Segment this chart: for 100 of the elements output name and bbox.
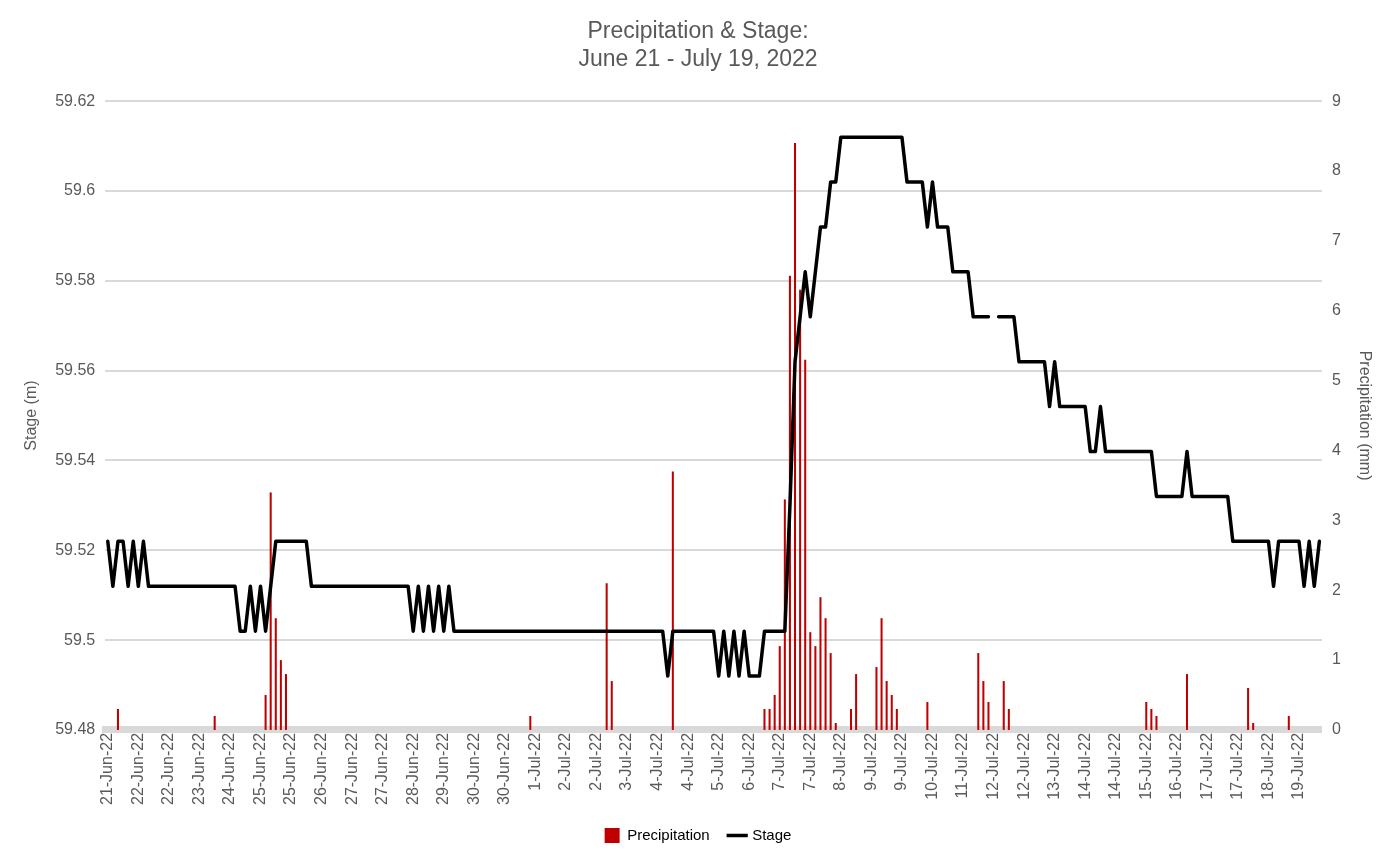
y-tick-label: 59.58 [55, 271, 96, 289]
bar [834, 722, 837, 730]
y2-tick-label: 2 [1331, 580, 1341, 598]
bar [799, 289, 802, 730]
x-tick-label: 19-Jul-22 [1289, 732, 1307, 800]
x-tick-label: 24-Jun-22 [220, 732, 238, 805]
bar [529, 715, 532, 730]
x-tick-label: 26-Jun-22 [312, 732, 329, 805]
x-tick-label: 7-Jul-22 [800, 732, 818, 791]
bar [1150, 709, 1153, 730]
x-tick-label: 30-Jun-22 [495, 732, 513, 805]
legend-label: Stage [752, 825, 792, 843]
x-tick-label: 21-Jun-22 [98, 732, 116, 805]
bar [1007, 709, 1010, 730]
y-tick-label: 59.54 [55, 450, 96, 468]
bar [987, 702, 990, 730]
x-tick-label: 28-Jun-22 [403, 732, 421, 805]
x-tick-label: 4-Jul-22 [647, 732, 665, 791]
bar [850, 709, 853, 730]
y2-tick-label: 1 [1331, 650, 1341, 668]
y2-tick-label: 5 [1331, 371, 1341, 389]
x-tick-label: 7-Jul-22 [770, 732, 788, 791]
x-tick-label: 8-Jul-22 [831, 732, 849, 791]
y-tick-label: 59.5 [64, 630, 96, 648]
bar [1155, 715, 1158, 730]
x-tick-label: 22-Jun-22 [128, 732, 146, 805]
x-tick-label: 2-Jul-22 [586, 732, 604, 791]
y2-tick-label: 9 [1331, 91, 1341, 109]
bar [890, 695, 893, 730]
x-tick-label: 12-Jul-22 [1014, 732, 1032, 800]
bar [1252, 722, 1255, 730]
x-tick-label: 5-Jul-22 [709, 732, 727, 791]
y2-tick-label: 6 [1331, 301, 1341, 319]
bar [605, 583, 608, 730]
bar [809, 632, 812, 730]
bar [763, 709, 766, 730]
x-tick-label: 2-Jul-22 [556, 732, 574, 791]
legend-label: Precipitation [627, 825, 710, 843]
bar [885, 681, 888, 730]
x-tick-label: 4-Jul-22 [678, 732, 696, 791]
x-tick-label: 27-Jun-22 [342, 732, 360, 805]
bar [880, 618, 883, 730]
bar [671, 471, 674, 730]
x-tick-label: 25-Jun-22 [250, 732, 268, 805]
bar [1002, 681, 1005, 730]
x-tick-label: 11-Jul-22 [953, 732, 971, 799]
y2-tick-label: 7 [1331, 231, 1341, 249]
y2-tick-label: 8 [1331, 161, 1341, 179]
x-tick-label: 14-Jul-22 [1075, 732, 1093, 800]
bar [116, 709, 119, 730]
bar [814, 646, 817, 730]
x-tick-label: 9-Jul-22 [861, 732, 879, 791]
x-tick-label: 17-Jul-22 [1197, 732, 1215, 800]
x-tick-label: 15-Jul-22 [1136, 732, 1154, 800]
x-tick-label: 27-Jun-22 [373, 732, 391, 805]
bar [804, 359, 807, 730]
bar [773, 695, 776, 730]
x-tick-label: 10-Jul-22 [922, 732, 940, 800]
bar [610, 681, 613, 730]
x-tick-label: 14-Jul-22 [1106, 732, 1124, 800]
x-tick-label: 13-Jul-22 [1045, 732, 1063, 800]
y2-axis-title: Precipitation (mm) [1356, 350, 1374, 481]
bar [875, 667, 878, 730]
bar [1145, 702, 1148, 730]
y-tick-label: 59.52 [55, 540, 96, 558]
bar [778, 646, 781, 730]
bar [829, 653, 832, 730]
bar [1247, 688, 1250, 730]
bar [213, 715, 216, 730]
bar [274, 618, 277, 730]
bar [977, 653, 980, 730]
bar [824, 618, 827, 730]
bar [895, 709, 898, 730]
bar [819, 597, 822, 730]
x-tick-label: 12-Jul-22 [983, 732, 1001, 800]
x-tick-label: 22-Jun-22 [159, 732, 177, 805]
x-tick-label: 25-Jun-22 [281, 732, 299, 805]
chart-title: Precipitation & Stage: June 21 - July 19, 2022 [578, 17, 818, 71]
x-tick-label: 3-Jul-22 [617, 732, 635, 791]
bar [768, 709, 771, 730]
bar [279, 660, 282, 730]
y-tick-label: 59.6 [64, 181, 96, 199]
x-tick-label: 1-Jul-22 [525, 732, 543, 791]
bar [982, 681, 985, 730]
bar [855, 674, 858, 730]
y-tick-label: 59.62 [55, 91, 96, 109]
bar [926, 702, 929, 730]
bar [284, 674, 287, 730]
x-tick-label: 16-Jul-22 [1167, 732, 1185, 800]
y-tick-label: 59.56 [55, 361, 96, 379]
y2-tick-label: 3 [1331, 510, 1341, 528]
x-tick-label: 17-Jul-22 [1228, 732, 1246, 800]
bar [1287, 715, 1290, 730]
y2-tick-label: 0 [1331, 720, 1341, 738]
y2-tick-label: 4 [1331, 440, 1341, 458]
x-tick-label: 29-Jun-22 [434, 732, 452, 805]
bar [264, 695, 267, 730]
y-axis-title: Stage (m) [22, 380, 40, 451]
y-tick-label: 59.48 [55, 720, 96, 738]
x-tick-label: 23-Jun-22 [189, 732, 207, 805]
